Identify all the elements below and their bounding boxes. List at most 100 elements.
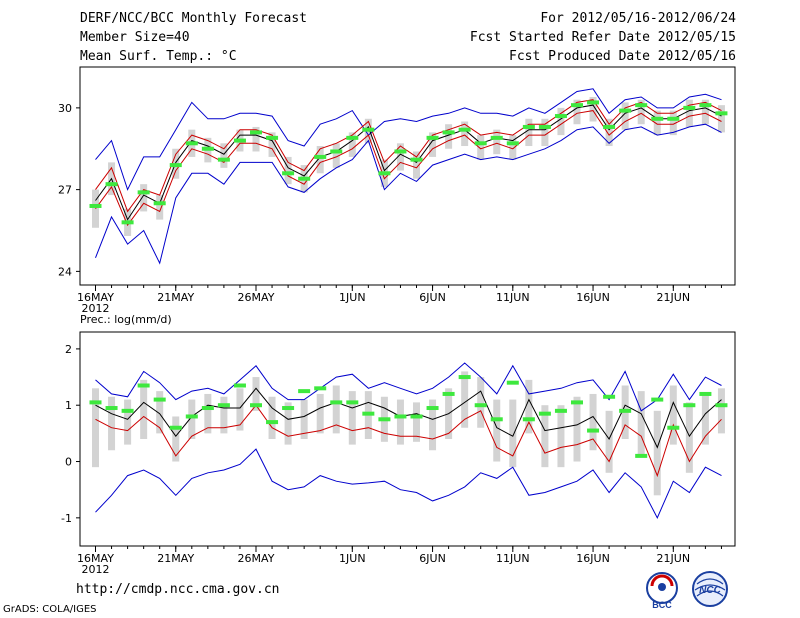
precip-xtick-label: 1JUN [339,552,366,565]
precip-box [332,385,340,434]
precip-box [236,388,244,431]
temp-box [268,132,276,157]
precipitation-panel: -1 0 1 2 16MAY 21MAY 26MAY 1JUN 6JUN 11JUN 16JUN 21… [61,331,736,576]
precip-control-mark [105,406,118,411]
precip-box [413,402,420,442]
temp-xtick-label: 16JUN [576,291,610,304]
temp-control-mark [233,138,246,143]
temp-box [557,107,565,136]
temp-control-mark [153,201,166,206]
precip-control-mark [474,403,487,408]
temp-box [348,132,356,157]
precip-minimum-line [95,448,722,519]
temp-control-mark [587,100,600,105]
precip-control-mark [683,403,696,408]
fcst-started-date: Fcst Started Refer Date 2012/05/15 [469,30,736,45]
precip-box [493,399,501,462]
precip-box [717,388,725,434]
temp-control-mark [699,103,712,108]
temp-ytick-label: 27 [58,184,72,197]
precip-box [396,399,404,445]
precip-control-mark [378,417,391,422]
variable-label: Mean Surf. Temp.: °C [80,49,237,64]
precip-title: Prec.: log(mm/d) [80,313,172,326]
precip-box [509,399,517,468]
precip-box [541,405,549,468]
precip-control-mark [651,397,664,402]
precip-box [140,379,148,439]
temp-box [573,99,581,125]
precip-control-mark [394,414,407,419]
temp-control-mark [314,154,327,159]
temp-control-mark [266,135,279,140]
temp-control-mark [346,135,359,140]
temp-control-mark [217,157,230,162]
precip-ensemble-mean-line [95,387,722,449]
precip-control-mark [233,383,246,388]
temp-box [653,110,661,136]
temp-xtick-label: 26MAY [238,291,275,304]
precip-control-mark [619,408,632,413]
precip-control-mark [635,453,648,458]
temp-box [220,143,228,168]
temp-box [429,132,437,157]
precip-control-mark [426,406,439,411]
precip-control-mark [506,380,519,385]
bcc-logo-dot [658,583,666,591]
ncc-logo: NCC [692,571,728,607]
temp-control-mark [137,190,150,195]
precip-control-mark [715,403,728,408]
precip-control-mark [410,414,423,419]
bcc-logo-text: BCC [652,600,672,610]
precip-control-mark [522,417,535,422]
temp-control-mark [426,135,439,140]
precip-control-mark [571,400,583,405]
source-url[interactable]: http://cmdp.ncc.cma.gov.cn [76,582,280,597]
temp-control-mark [410,157,423,162]
temp-box [509,135,517,160]
temp-maximum-line [95,88,722,191]
temp-xtick-label: 21MAY [157,291,194,304]
precip-ytick-label: 2 [65,343,72,356]
precip-box [653,410,661,496]
temp-ytick-label: 30 [58,102,72,115]
ncc-logo-text: NCC [699,585,721,596]
temp-control-mark [282,171,295,176]
precip-control-mark [490,417,503,422]
precip-box [589,393,597,451]
temp-box [316,146,324,174]
temp-box [156,195,164,220]
temp-frame [79,66,736,286]
temp-control-mark [442,130,455,135]
precip-control-mark [699,391,712,396]
precip-control-mark [217,403,230,408]
precip-control-mark [330,400,343,405]
temp-box [525,118,533,147]
temp-control-mark [538,124,551,129]
precip-control-mark [121,408,134,413]
precip-box [92,388,99,468]
temp-box [252,126,260,152]
precip-xtick-label: 16MAY [77,552,114,565]
precip-control-mark [458,375,471,380]
precip-box [252,377,260,411]
precip-control-mark [346,400,359,405]
temp-box [140,184,148,212]
temp-box [541,118,549,147]
temp-box [332,143,340,168]
precip-xtick-label: 26MAY [238,552,275,565]
bcc-logo-arc [650,574,674,587]
bcc-logo: BCC [646,572,678,610]
temp-control-mark [715,111,728,116]
precip-box [525,379,533,434]
precip-box [429,399,437,451]
precip-control-mark [603,394,616,399]
temp-box [477,135,485,160]
temp-xtick-label: 21JUN [657,291,691,304]
precip-box [316,393,324,434]
precip-control-mark [314,386,327,391]
temp-control-mark [89,203,102,208]
temp-control-mark [619,108,632,113]
forecast-period: For 2012/05/16-2012/06/24 [540,11,736,26]
precip-control-mark [667,425,680,430]
